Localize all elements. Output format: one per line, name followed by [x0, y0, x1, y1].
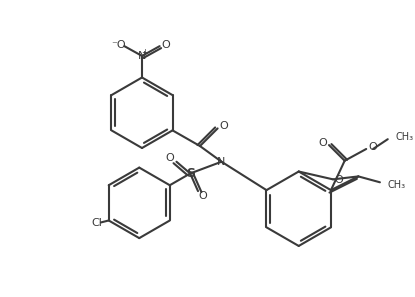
Text: ⁻O: ⁻O: [111, 40, 126, 50]
Text: O: O: [334, 175, 343, 185]
Text: O: O: [161, 40, 170, 50]
Text: CH₃: CH₃: [395, 132, 414, 142]
Text: O: O: [219, 121, 228, 132]
Text: +: +: [142, 48, 149, 56]
Text: S: S: [186, 167, 195, 180]
Text: CH₃: CH₃: [388, 180, 406, 190]
Text: O: O: [198, 191, 207, 201]
Text: O: O: [319, 138, 327, 148]
Text: O: O: [165, 153, 174, 163]
Text: O: O: [369, 142, 377, 152]
Text: N: N: [138, 51, 146, 61]
Text: Cl: Cl: [92, 218, 103, 228]
Text: N: N: [217, 157, 226, 167]
